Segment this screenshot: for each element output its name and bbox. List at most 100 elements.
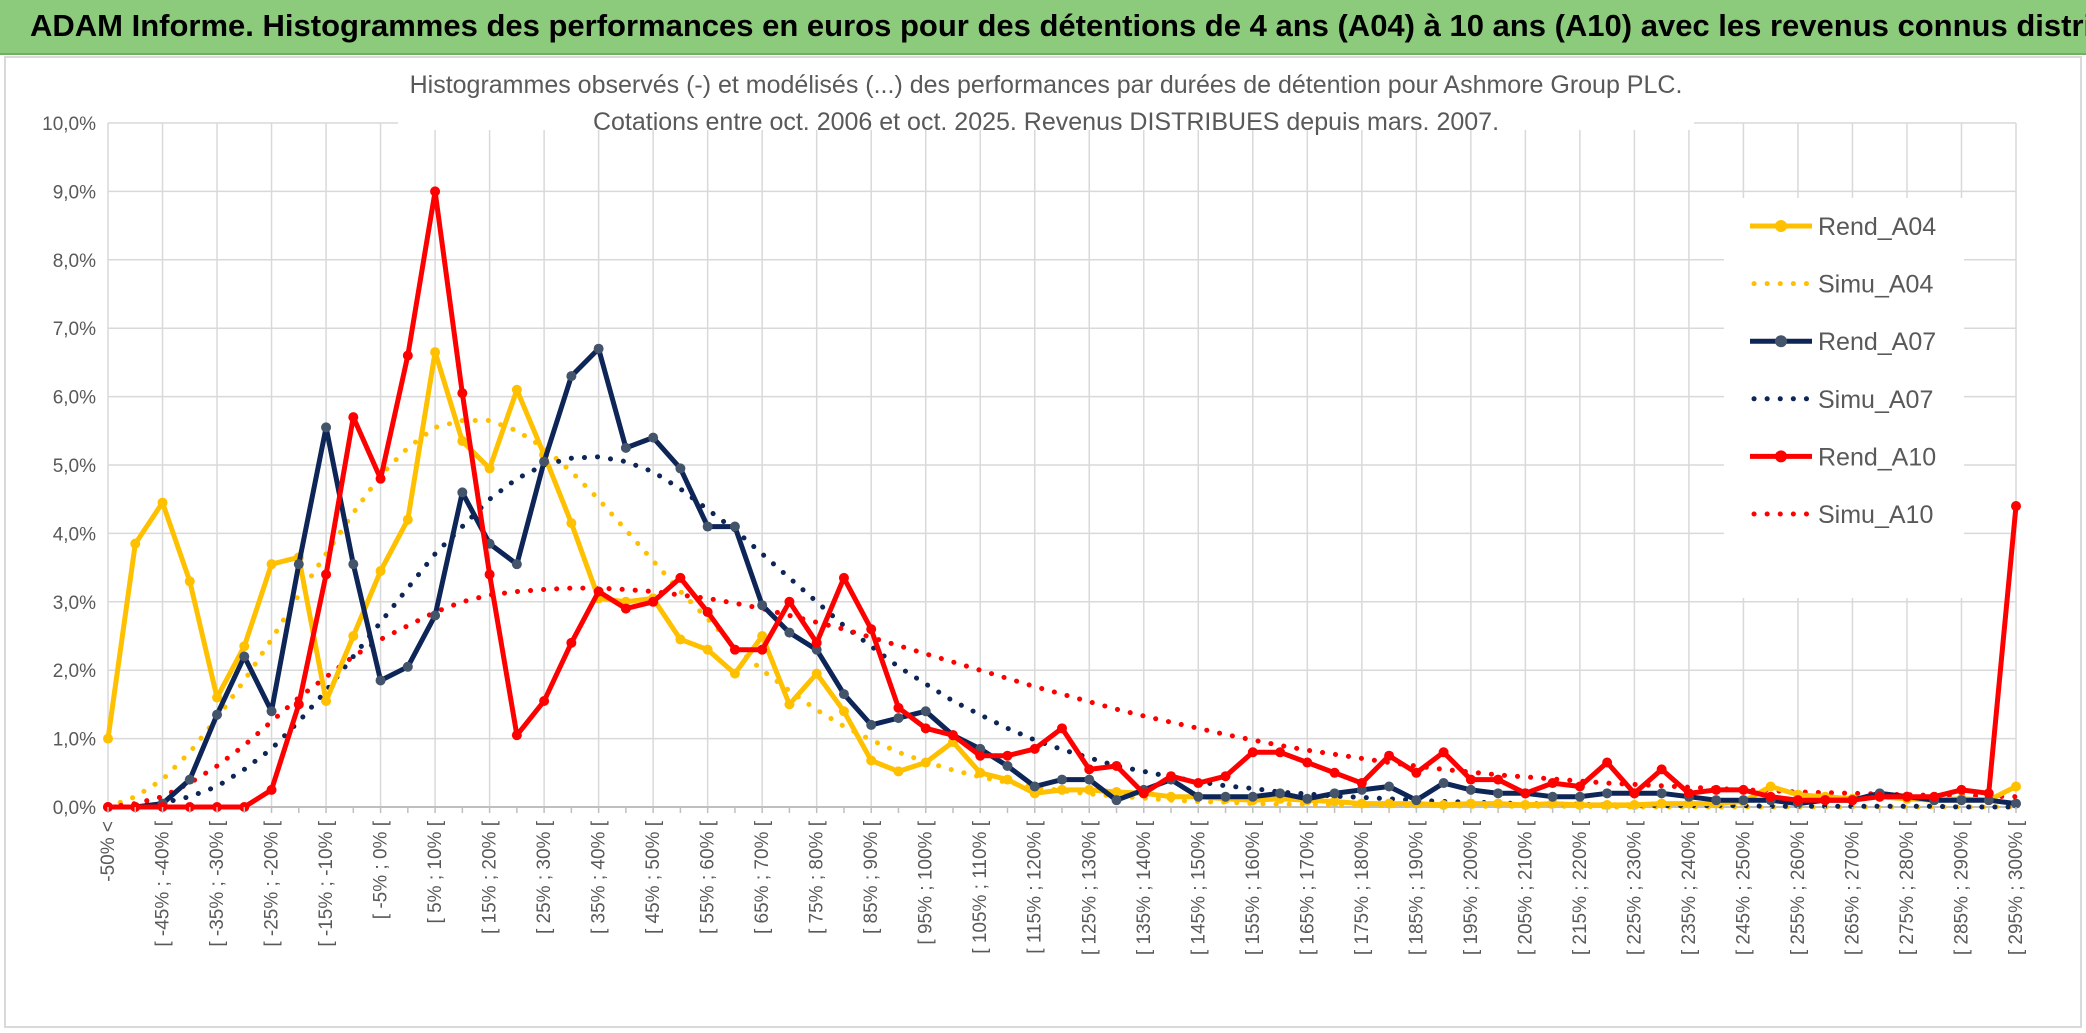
rend-a04-point bbox=[1765, 781, 1776, 792]
rend-a07-point bbox=[1411, 795, 1422, 806]
rend-a04-point bbox=[893, 766, 904, 777]
rend-a07-point bbox=[866, 719, 877, 730]
rend-a04-point bbox=[1465, 798, 1476, 809]
rend-a04-point bbox=[1166, 791, 1177, 802]
rend-a10-point bbox=[1629, 788, 1640, 799]
rend-a07-point bbox=[593, 343, 604, 354]
y-tick-label: 10,0% bbox=[42, 114, 96, 135]
y-tick-label: 9,0% bbox=[53, 182, 96, 203]
rend-a10-point bbox=[484, 569, 495, 580]
x-tick-label: [ 65% ; 70% [ bbox=[752, 820, 773, 934]
rend-a07-point bbox=[1329, 788, 1340, 799]
rend-a10-point bbox=[1656, 764, 1667, 775]
chart-area: Histogrammes observés (-) et modélisés (… bbox=[4, 56, 2082, 1028]
rend-a10-point bbox=[1329, 767, 1340, 778]
rend-a10-point bbox=[1002, 750, 1013, 761]
x-tick-label: [ 55% ; 60% [ bbox=[698, 820, 719, 934]
rend-a07-point bbox=[893, 713, 904, 724]
rend-a07-point bbox=[648, 432, 659, 443]
rend-a04-point bbox=[402, 514, 413, 525]
rend-a10-point bbox=[620, 603, 631, 614]
rend-a04-point bbox=[1520, 799, 1531, 810]
x-tick-label: [ 95% ; 100% [ bbox=[916, 820, 937, 944]
y-axis: 0,0% 1,0% 2,0% 3,0% 4,0% 5,0% 6,0% 7,0% 8,0% 9,0%… bbox=[42, 114, 96, 819]
rend-a10-point bbox=[838, 572, 849, 583]
rend-a04-point bbox=[1574, 799, 1585, 810]
rend-a07-point bbox=[1002, 760, 1013, 771]
rend-a07-point bbox=[321, 422, 332, 433]
legend-label-rend-a07: Rend_A07 bbox=[1818, 328, 1936, 356]
x-tick-label: [ 15% ; 20% [ bbox=[480, 820, 501, 934]
rend-a04-point bbox=[729, 668, 740, 679]
rend-a07-point bbox=[811, 644, 822, 655]
rend-a10-point bbox=[1193, 778, 1204, 789]
y-tick-label: 6,0% bbox=[53, 388, 96, 409]
rend-a10-point bbox=[375, 473, 386, 484]
rend-a07-point bbox=[1220, 791, 1231, 802]
y-tick-label: 5,0% bbox=[53, 456, 96, 477]
rend-a07-point bbox=[675, 463, 686, 474]
rend-a10-point bbox=[1438, 747, 1449, 758]
rend-a10-point bbox=[321, 569, 332, 580]
rend-a10-point bbox=[1356, 778, 1367, 789]
rend-a10-point bbox=[1547, 778, 1558, 789]
y-tick-label: 3,0% bbox=[53, 593, 96, 614]
legend-marker-rend-a10 bbox=[1775, 450, 1787, 463]
rend-a10-point bbox=[811, 637, 822, 648]
rend-a10-point bbox=[266, 784, 277, 795]
rend-a07-point bbox=[1111, 795, 1122, 806]
rend-a10-point bbox=[975, 750, 986, 761]
rend-a04-point bbox=[239, 641, 250, 652]
x-tick-label: [ 245% ; 250% [ bbox=[1733, 820, 1754, 955]
rend-a04-point bbox=[866, 755, 877, 766]
y-tick-label: 1,0% bbox=[53, 730, 96, 751]
rend-a10-point bbox=[1111, 760, 1122, 771]
legend: Rend_A04 Simu_A04 Rend_A07 Simu_A07 Rend_A10… bbox=[1724, 198, 1964, 598]
rend-a04-point bbox=[920, 757, 931, 768]
chart-title-group: Histogrammes observés (-) et modélisés (… bbox=[398, 62, 1694, 136]
rend-a10-point bbox=[1765, 791, 1776, 802]
rend-a04-point bbox=[838, 706, 849, 717]
rend-a07-point bbox=[184, 774, 195, 785]
rend-a10-point bbox=[1138, 788, 1149, 799]
rend-a04-point bbox=[1057, 784, 1067, 795]
rend-a07-point bbox=[1983, 795, 1994, 806]
rend-a10-point bbox=[457, 388, 468, 399]
rend-a07-point bbox=[212, 709, 223, 720]
rend-a07-point bbox=[1084, 774, 1095, 785]
histogram-chart: Histogrammes observés (-) et modélisés (… bbox=[42, 62, 2027, 955]
rend-a04-point bbox=[975, 767, 986, 778]
rend-a04-point bbox=[1602, 799, 1613, 810]
x-tick-label: [ 135% ; 140% [ bbox=[1134, 820, 1155, 955]
rend-a10-point bbox=[2011, 501, 2021, 512]
rend-a10-point bbox=[1084, 764, 1095, 775]
x-tick-label: [ 25% ; 30% [ bbox=[534, 820, 555, 934]
rend-a07-point bbox=[838, 689, 849, 700]
legend-label-simu-a10: Simu_A10 bbox=[1818, 501, 1933, 529]
rend-a07-point bbox=[1356, 784, 1367, 795]
rend-a07-point bbox=[757, 600, 768, 611]
rend-a07-point bbox=[1493, 788, 1504, 799]
x-tick-label: [ 205% ; 210% [ bbox=[1515, 820, 1536, 955]
rend-a07-point bbox=[784, 627, 795, 638]
rend-a10-point bbox=[893, 702, 904, 713]
x-tick-label: [ -15% ; -10% [ bbox=[316, 820, 337, 946]
rend-a04-point bbox=[348, 631, 359, 641]
rend-a07-point bbox=[402, 661, 413, 672]
rend-a07-point bbox=[1656, 788, 1667, 799]
legend-label-simu-a04: Simu_A04 bbox=[1818, 271, 1933, 299]
rend-a04-point bbox=[1493, 798, 1504, 809]
x-tick-label: [ 75% ; 80% [ bbox=[807, 820, 828, 934]
x-tick-label: [ 165% ; 170% [ bbox=[1297, 820, 1318, 955]
rend-a07-point bbox=[511, 559, 522, 570]
x-tick-label: [ 275% ; 280% [ bbox=[1897, 820, 1918, 955]
report-banner: ADAM Informe. Histogrammes des performan… bbox=[0, 0, 2086, 55]
rend-a10-point bbox=[1411, 767, 1422, 778]
rend-a10-point bbox=[1520, 788, 1531, 799]
rend-a04-point bbox=[811, 668, 822, 679]
rend-a07-point bbox=[1029, 781, 1040, 792]
rend-a10-point bbox=[866, 624, 877, 635]
x-tick-label: [ 235% ; 240% [ bbox=[1679, 820, 1700, 955]
x-tick-label: [ 105% ; 110% [ bbox=[970, 820, 991, 953]
rend-a07-point bbox=[1738, 795, 1749, 806]
